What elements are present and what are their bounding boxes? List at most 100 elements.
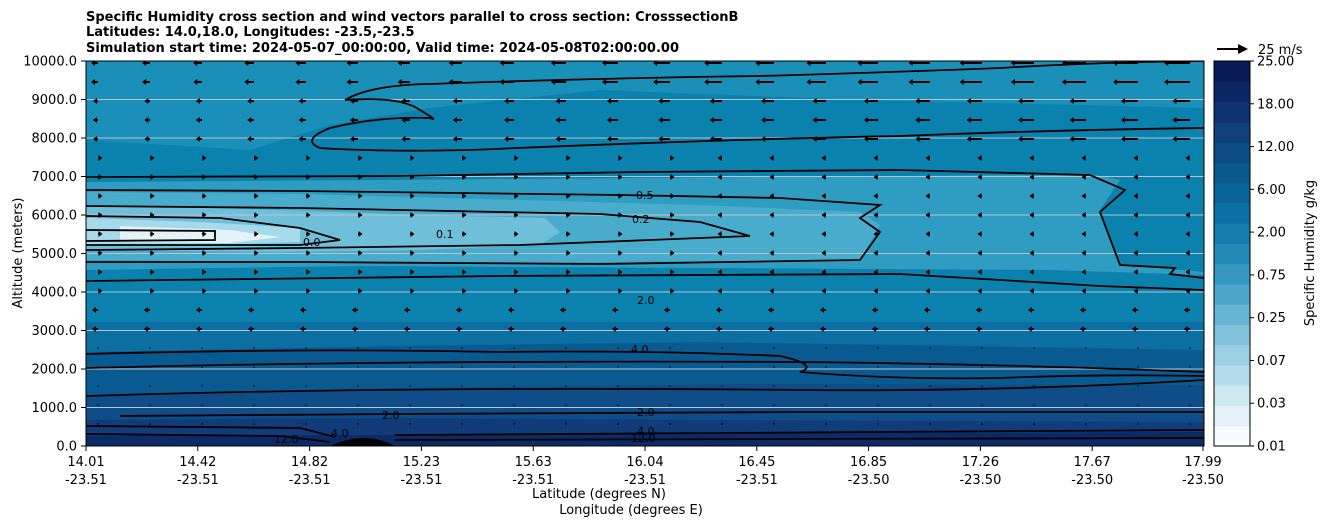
wind-vector-head <box>350 136 354 142</box>
wind-vector <box>981 366 983 368</box>
wind-vector-head <box>670 212 675 218</box>
wind-vector-head <box>821 269 826 275</box>
wind-vector-head <box>98 155 103 161</box>
wind-vector-head <box>915 98 920 104</box>
wind-vector-head <box>1029 288 1034 294</box>
y-tick-label: 3000.0 <box>32 324 78 339</box>
wind-vector-head <box>514 193 519 199</box>
wind-vector-head <box>821 288 826 294</box>
contour-label: 4.0 <box>637 425 655 438</box>
x-axis-label-longitude: Longitude (degrees E) <box>559 503 703 518</box>
wind-vector-head <box>401 136 406 142</box>
contour-labels: 0.5 0.2 0.1 0.0 2.0 4.0 2.0 2.0 4.0 4.0 … <box>274 189 656 446</box>
colorbar-tick-label: 0.75 <box>1257 268 1286 283</box>
wind-vector <box>357 385 359 387</box>
wind-vector-head <box>566 155 571 161</box>
x-tick-label-latitude: 14.01 <box>67 455 104 470</box>
wind-vector-head <box>1185 212 1190 218</box>
wind-vector-head <box>864 117 868 123</box>
wind-vectors <box>91 61 1191 425</box>
wind-vector-head <box>915 117 920 123</box>
wind-vector-head <box>98 231 103 237</box>
wind-vector-head <box>352 307 356 313</box>
colorbar-band <box>1214 405 1250 427</box>
wind-vector <box>201 347 203 349</box>
wind-vector-head <box>977 174 982 180</box>
colorbar-band <box>1214 61 1250 82</box>
wind-vector-head <box>873 231 878 237</box>
x-tick-label-longitude: -23.51 <box>736 473 778 488</box>
wind-vector-head <box>514 269 519 275</box>
wind-vector <box>1085 385 1087 387</box>
x-axis-label-latitude: Latitude (degrees N) <box>532 487 666 502</box>
humidity-band-upper <box>86 61 1204 150</box>
colorbar-band <box>1214 425 1250 447</box>
wind-vector-head <box>350 98 354 104</box>
wind-vector-head <box>202 155 207 161</box>
wind-vector-head <box>150 288 155 294</box>
wind-vector-head <box>872 307 876 313</box>
wind-vector-head <box>821 155 826 161</box>
wind-vector <box>149 385 151 387</box>
wind-vector <box>877 423 879 425</box>
wind-vector <box>1137 423 1139 425</box>
contour-line <box>344 61 1204 101</box>
wind-vector-head <box>566 193 571 199</box>
x-tick-label-longitude: -23.51 <box>624 473 666 488</box>
wind-vector-head <box>1184 326 1188 332</box>
wind-vector-head <box>857 79 862 85</box>
wind-vector-head <box>98 288 103 294</box>
wind-vector-head <box>1121 136 1125 142</box>
wind-vector-head <box>150 155 155 161</box>
contour-line <box>86 433 331 443</box>
wind-vector-head <box>1081 288 1086 294</box>
wind-vector-head <box>298 98 303 104</box>
wind-vector-head <box>98 269 103 275</box>
wind-vector-head <box>144 117 149 123</box>
wind-vector-head <box>1133 288 1138 294</box>
wind-vector-head <box>812 117 817 123</box>
wind-vector-head <box>346 61 351 66</box>
wind-vector-head <box>769 212 774 218</box>
wind-vector-head <box>873 174 878 180</box>
wind-vector-head <box>410 269 415 275</box>
wind-vector-head <box>1029 174 1034 180</box>
wind-vector <box>409 385 411 387</box>
wind-vector-head <box>857 61 862 66</box>
contour-line <box>86 349 1204 380</box>
wind-vector-head <box>607 98 611 104</box>
wind-vector <box>149 347 151 349</box>
colorbar-tick-label: 25.00 <box>1257 55 1294 70</box>
wind-vector-head <box>358 193 363 199</box>
contour-lines <box>86 61 1204 443</box>
wind-vector-head <box>195 136 200 142</box>
wind-vector-head <box>504 117 509 123</box>
contour-label: 4.0 <box>331 427 349 440</box>
wind-vector-head <box>1132 326 1136 332</box>
wind-vector-head <box>1029 269 1034 275</box>
wind-vector-head <box>350 117 354 123</box>
wind-vector-head <box>873 155 878 161</box>
wind-vector-head <box>966 98 971 104</box>
wind-vector <box>929 366 931 368</box>
x-tick-label-latitude: 17.26 <box>962 455 999 470</box>
wind-vector <box>513 423 515 425</box>
contour-label: 0.5 <box>636 189 654 202</box>
wind-vector-head <box>514 250 519 256</box>
wind-vector-head <box>873 250 878 256</box>
wind-vector-head <box>1010 61 1015 66</box>
colorbar-band <box>1214 304 1250 326</box>
wind-vector-head <box>977 269 982 275</box>
wind-vector <box>409 423 411 425</box>
wind-vector-head <box>1132 307 1136 313</box>
wind-vector <box>149 366 151 368</box>
wind-vector-head <box>618 193 623 199</box>
wind-vector <box>513 385 515 387</box>
wind-vector-head <box>658 136 663 142</box>
wind-vector-head <box>769 174 774 180</box>
wind-vector <box>461 423 463 425</box>
contour-label: 0.1 <box>436 228 454 241</box>
colorbar-frame <box>1213 60 1251 447</box>
wind-vector-head <box>150 231 155 237</box>
wind-vector-head <box>1069 117 1074 123</box>
